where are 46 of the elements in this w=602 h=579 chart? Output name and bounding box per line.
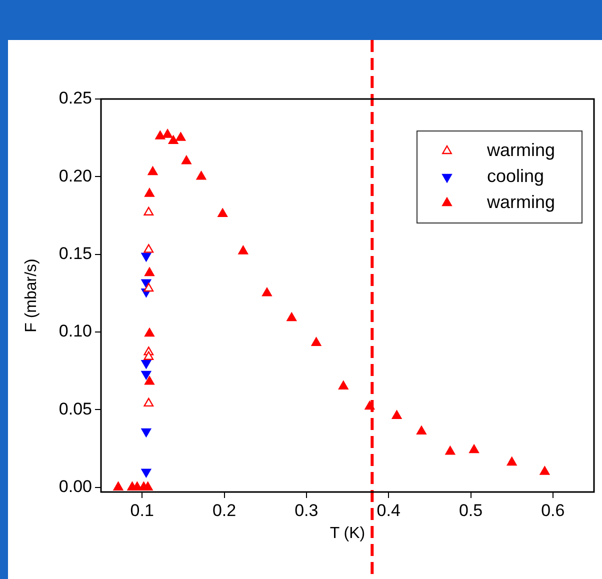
y-axis-title: F (mbar/s) <box>23 258 40 332</box>
point <box>286 312 297 322</box>
point <box>144 188 154 197</box>
x-axis-title: T (K) <box>330 524 366 542</box>
x-tick-label: 0.3 <box>294 500 318 520</box>
legend-label: warming <box>486 140 556 160</box>
legend-label: cooling <box>487 166 544 186</box>
point <box>416 426 426 435</box>
point <box>144 267 154 276</box>
point <box>182 156 192 164</box>
point <box>196 171 206 180</box>
point <box>311 337 322 346</box>
point <box>338 380 348 390</box>
point <box>392 410 402 419</box>
point <box>445 446 456 455</box>
point <box>155 130 166 140</box>
point <box>144 282 154 292</box>
point <box>144 376 154 385</box>
x-tick-label: 0.1 <box>130 500 154 520</box>
point <box>144 351 154 360</box>
point <box>148 166 158 176</box>
point <box>144 398 154 407</box>
point <box>218 208 228 218</box>
point <box>238 246 248 254</box>
x-tick-label: 0.2 <box>212 500 236 520</box>
point <box>176 132 186 141</box>
point <box>144 328 154 337</box>
point <box>506 456 517 466</box>
point <box>144 244 154 253</box>
y-tick-label: 0.00 <box>58 477 92 496</box>
point <box>162 129 172 138</box>
legend-label: warming <box>486 192 556 212</box>
y-tick-label: 0.10 <box>58 322 92 341</box>
point <box>262 288 272 296</box>
point <box>113 482 124 490</box>
x-tick-label: 0.6 <box>541 500 565 520</box>
y-tick-label: 0.20 <box>58 166 92 186</box>
y-tick-label: 0.25 <box>58 88 92 108</box>
point <box>469 444 479 454</box>
y-tick-label: 0.15 <box>58 244 92 264</box>
y-tick-label: 0.05 <box>58 399 92 418</box>
point <box>144 206 154 216</box>
point <box>168 135 178 144</box>
x-tick-label: 0.4 <box>376 500 400 520</box>
point <box>540 466 550 475</box>
x-tick-label: 0.5 <box>458 500 483 520</box>
